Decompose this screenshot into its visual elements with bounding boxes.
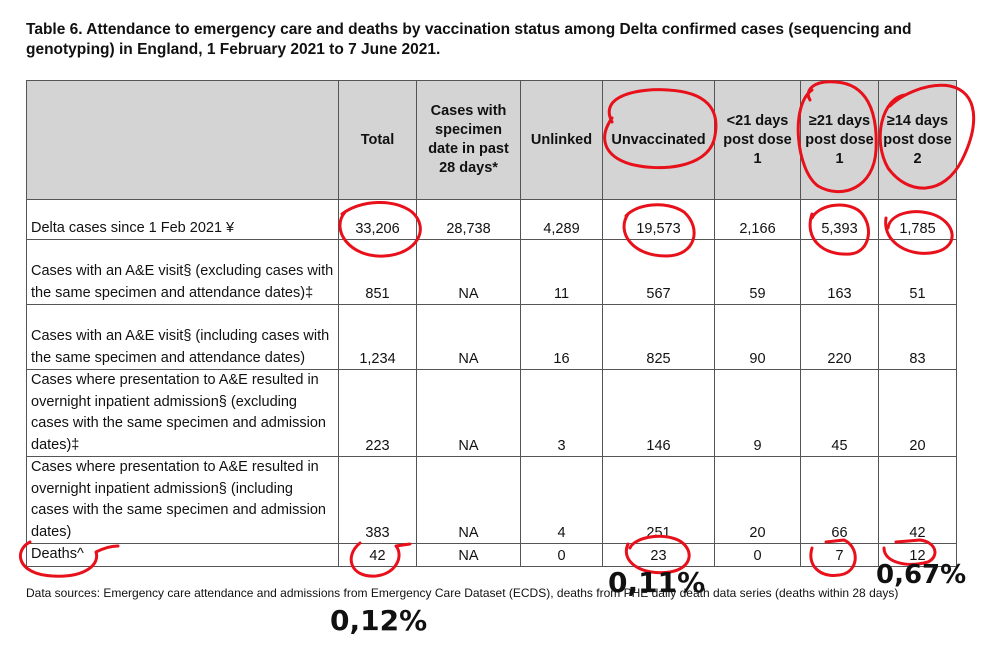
row-label: Cases where presentation to A&E resulted… — [26, 369, 339, 457]
cell-unlinked: 4 — [520, 456, 603, 544]
cell-ge14-dose2: 51 — [878, 239, 957, 305]
cell-unlinked: 3 — [520, 369, 603, 457]
cell-lt21-dose1: 9 — [714, 369, 801, 457]
header-lt21-dose1: <21 days post dose 1 — [714, 80, 801, 200]
cell-past-28-days: NA — [416, 456, 521, 544]
cell-unlinked: 11 — [520, 239, 603, 305]
header-ge14-dose2: ≥14 days post dose 2 — [878, 80, 957, 200]
cell-unlinked: 16 — [520, 304, 603, 370]
header-unlinked: Unlinked — [520, 80, 603, 200]
cell-lt21-dose1: 20 — [714, 456, 801, 544]
header-ge21-dose1: ≥21 days post dose 1 — [800, 80, 879, 200]
cell-ge14-dose2: 20 — [878, 369, 957, 457]
header-total: Total — [338, 80, 417, 200]
table-row: Cases where presentation to A&E resulted… — [26, 456, 957, 544]
annotation-unvaccinated-pct: 0,11% — [608, 566, 706, 599]
cell-past-28-days: NA — [416, 543, 521, 567]
table-row: Cases where presentation to A&E resulted… — [26, 369, 957, 457]
cell-ge21-dose1: 5,393 — [800, 199, 879, 240]
cell-lt21-dose1: 59 — [714, 239, 801, 305]
table-row: Deaths^ 42 NA 0 23 0 7 12 — [26, 543, 957, 567]
cell-past-28-days: NA — [416, 369, 521, 457]
header-unvaccinated: Unvaccinated — [602, 80, 715, 200]
cell-unvaccinated: 567 — [602, 239, 715, 305]
cell-ge21-dose1: 45 — [800, 369, 879, 457]
header-past-28-days: Cases with specimen date in past 28 days… — [416, 80, 521, 200]
cell-ge14-dose2: 42 — [878, 456, 957, 544]
cell-unvaccinated: 23 — [602, 543, 715, 567]
cell-past-28-days: NA — [416, 239, 521, 305]
cell-ge21-dose1: 163 — [800, 239, 879, 305]
cell-total: 42 — [338, 543, 417, 567]
annotation-total-pct: 0,12% — [330, 604, 428, 637]
cell-past-28-days: NA — [416, 304, 521, 370]
row-label: Cases with an A&E visit§ (including case… — [26, 304, 339, 370]
table-row: Cases with an A&E visit§ (excluding case… — [26, 239, 957, 305]
header-row: Total Cases with specimen date in past 2… — [26, 80, 957, 200]
cell-lt21-dose1: 90 — [714, 304, 801, 370]
table-row: Delta cases since 1 Feb 2021 ¥ 33,206 28… — [26, 199, 957, 240]
cell-unvaccinated: 19,573 — [602, 199, 715, 240]
row-label: Delta cases since 1 Feb 2021 ¥ — [26, 199, 339, 240]
cell-unlinked: 4,289 — [520, 199, 603, 240]
cell-ge14-dose2: 83 — [878, 304, 957, 370]
cell-ge14-dose2: 1,785 — [878, 199, 957, 240]
cell-ge21-dose1: 220 — [800, 304, 879, 370]
cell-ge21-dose1: 66 — [800, 456, 879, 544]
cell-total: 223 — [338, 369, 417, 457]
cell-total: 33,206 — [338, 199, 417, 240]
cell-past-28-days: 28,738 — [416, 199, 521, 240]
cell-lt21-dose1: 2,166 — [714, 199, 801, 240]
cell-total: 383 — [338, 456, 417, 544]
cell-total: 1,234 — [338, 304, 417, 370]
cell-unvaccinated: 146 — [602, 369, 715, 457]
row-label: Cases where presentation to A&E resulted… — [26, 456, 339, 544]
header-label — [26, 80, 339, 200]
row-label: Deaths^ — [26, 543, 339, 567]
row-label: Cases with an A&E visit§ (excluding case… — [26, 239, 339, 305]
cell-unvaccinated: 251 — [602, 456, 715, 544]
data-sources-note: Data sources: Emergency care attendance … — [26, 586, 899, 600]
annotation-dose2-pct: 0,67% — [876, 560, 967, 590]
cell-total: 851 — [338, 239, 417, 305]
table-row: Cases with an A&E visit§ (including case… — [26, 304, 957, 370]
cell-unvaccinated: 825 — [602, 304, 715, 370]
cell-lt21-dose1: 0 — [714, 543, 801, 567]
data-table: Total Cases with specimen date in past 2… — [26, 80, 957, 567]
table-title: Table 6. Attendance to emergency care an… — [26, 21, 912, 58]
cell-ge21-dose1: 7 — [800, 543, 879, 567]
cell-unlinked: 0 — [520, 543, 603, 567]
